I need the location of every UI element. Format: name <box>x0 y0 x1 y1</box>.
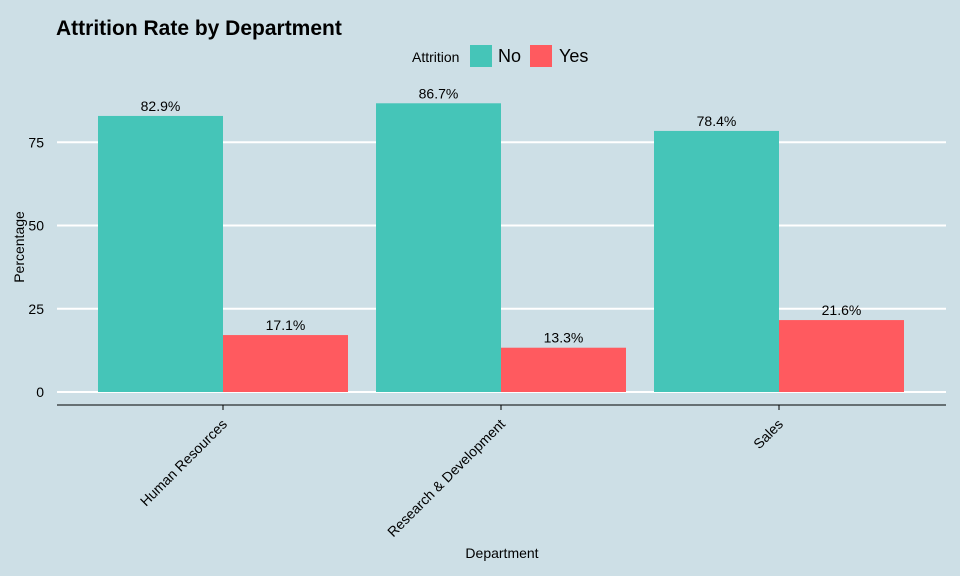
chart-title: Attrition Rate by Department <box>56 17 342 40</box>
bar-yes-1 <box>223 335 348 392</box>
data-label-no-3: 78.4% <box>697 113 737 129</box>
y-tick-label: 0 <box>36 384 44 400</box>
data-labels: 82.9% 17.1% 86.7% 13.3% 78.4% 21.6% <box>141 85 862 345</box>
legend-label-yes: Yes <box>559 46 588 66</box>
bar-no-1 <box>98 115 223 393</box>
data-label-no-2: 86.7% <box>419 85 459 101</box>
y-axis-title: Percentage <box>11 211 27 283</box>
y-tick-label: 50 <box>28 218 44 234</box>
bar-yes-2 <box>501 347 626 392</box>
legend-label-no: No <box>498 46 521 66</box>
x-axis-ticks: Human Resources Research & Development Sal… <box>137 405 786 540</box>
x-axis-title: Department <box>465 545 538 561</box>
data-label-yes-2: 13.3% <box>544 330 584 346</box>
y-tick-label: 25 <box>28 301 44 317</box>
y-tick-label: 75 <box>28 134 44 150</box>
bar-no-3 <box>654 130 779 393</box>
x-tick-label: Sales <box>750 416 786 452</box>
legend: Attrition No Yes <box>412 45 588 67</box>
y-axis-ticks: 0 25 50 75 <box>28 134 44 400</box>
data-label-yes-1: 17.1% <box>266 317 306 333</box>
data-label-yes-3: 21.6% <box>822 302 862 318</box>
bars <box>98 103 904 393</box>
bar-no-2 <box>376 103 501 392</box>
bar-yes-3 <box>779 320 904 392</box>
x-tick-label: Research & Development <box>384 416 508 540</box>
legend-title: Attrition <box>412 49 459 65</box>
legend-swatch-yes <box>530 45 552 67</box>
data-label-no-1: 82.9% <box>141 98 181 114</box>
legend-swatch-no <box>470 45 492 67</box>
x-tick-label: Human Resources <box>137 416 230 509</box>
